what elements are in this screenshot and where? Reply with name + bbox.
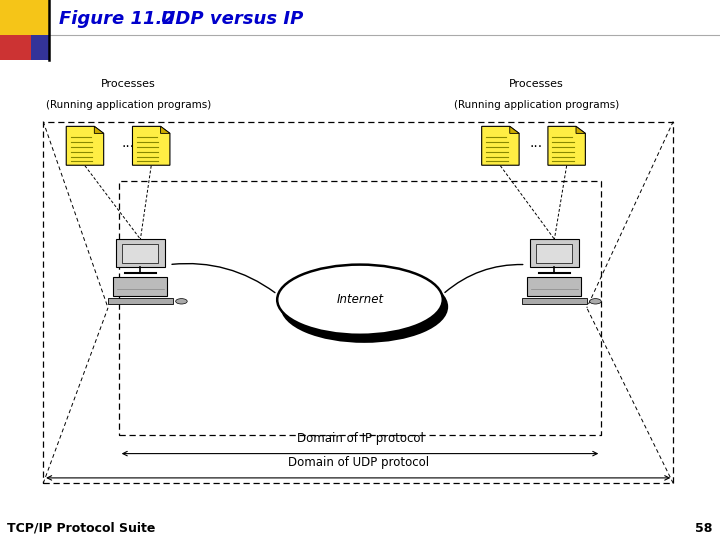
- Polygon shape: [161, 126, 170, 133]
- Bar: [536, 244, 572, 263]
- Text: UDP versus IP: UDP versus IP: [142, 10, 303, 28]
- Bar: [31, 35, 49, 60]
- Polygon shape: [548, 126, 585, 165]
- Ellipse shape: [277, 265, 443, 335]
- Text: Internet: Internet: [336, 293, 384, 306]
- Bar: [522, 298, 587, 304]
- Text: TCP/IP Protocol Suite: TCP/IP Protocol Suite: [7, 522, 156, 535]
- Bar: [114, 277, 167, 296]
- Text: ...: ...: [122, 136, 135, 150]
- Bar: [530, 239, 579, 267]
- Text: ...: ...: [530, 136, 543, 150]
- Bar: [116, 239, 165, 267]
- Polygon shape: [66, 126, 104, 165]
- Text: Domain of IP protocol: Domain of IP protocol: [297, 432, 423, 445]
- Text: (Running application programs): (Running application programs): [454, 100, 619, 110]
- Text: Figure 11.2: Figure 11.2: [59, 10, 175, 28]
- Text: Processes: Processes: [509, 79, 564, 89]
- Polygon shape: [576, 126, 585, 133]
- Bar: [0, 0, 49, 35]
- Ellipse shape: [176, 299, 187, 304]
- Ellipse shape: [590, 299, 601, 304]
- Ellipse shape: [282, 272, 447, 342]
- Polygon shape: [132, 126, 170, 165]
- Bar: [527, 277, 582, 296]
- Polygon shape: [482, 126, 519, 165]
- Text: (Running application programs): (Running application programs): [45, 100, 211, 110]
- Bar: [122, 244, 158, 263]
- Text: Processes: Processes: [101, 79, 156, 89]
- Polygon shape: [510, 126, 519, 133]
- Text: 58: 58: [696, 522, 713, 535]
- Polygon shape: [94, 126, 104, 133]
- Bar: [108, 298, 173, 304]
- Bar: [0, 35, 31, 60]
- Text: Domain of UDP protocol: Domain of UDP protocol: [287, 456, 429, 469]
